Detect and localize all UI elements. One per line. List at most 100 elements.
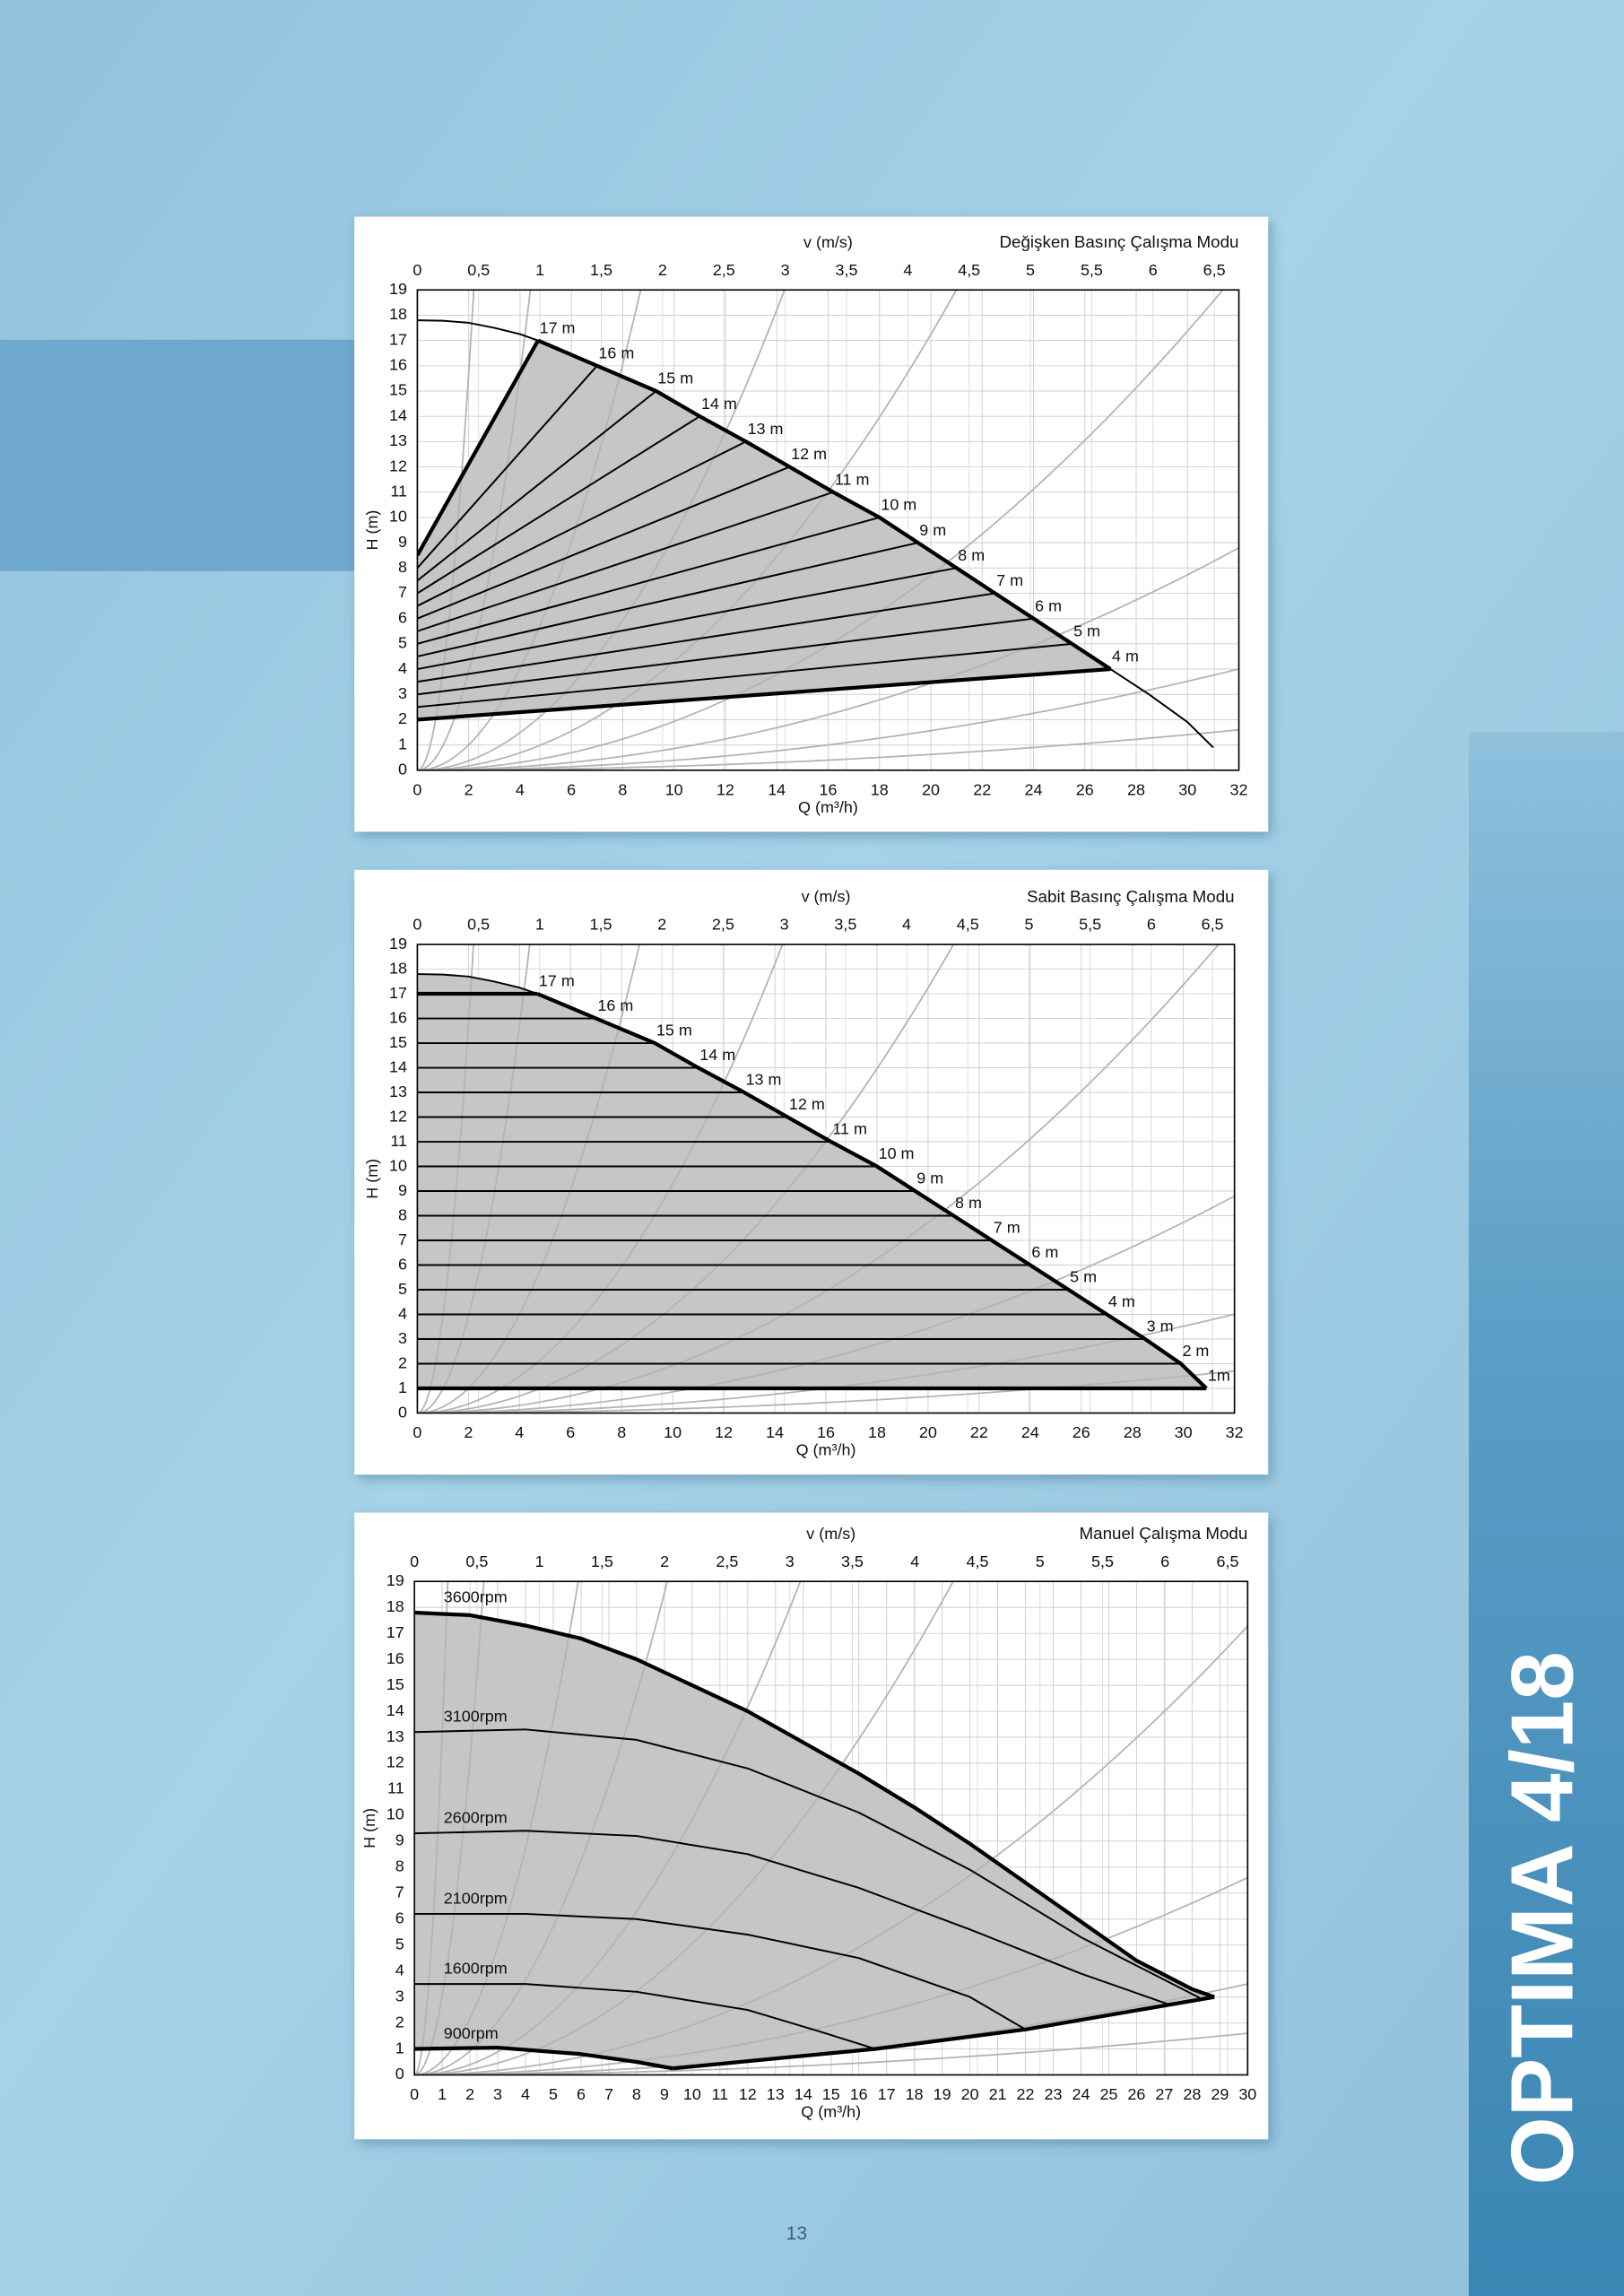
y-tick-label: 16 — [389, 356, 407, 374]
curve — [414, 1912, 1027, 2031]
y-tick-label: 5 — [398, 1280, 407, 1298]
x2-tick-label: 2 — [658, 261, 667, 279]
curve — [417, 973, 538, 995]
curve — [417, 365, 598, 569]
curve-label: 9 m — [916, 1170, 943, 1187]
x2-tick-label: 5,5 — [1081, 261, 1103, 279]
curve — [414, 1983, 876, 2050]
sidebar-title: OPTIMA 4/18 — [1493, 1651, 1592, 2185]
x2-axis-label: v (m/s) — [803, 233, 853, 251]
x2-tick-label: 6 — [1149, 261, 1158, 279]
x-tick-label: 16 — [819, 780, 837, 798]
x-tick-label: 11 — [712, 2085, 729, 2103]
left-band — [0, 339, 355, 571]
y-tick-label: 2 — [395, 2013, 404, 2031]
x-tick-label: 28 — [1124, 1423, 1142, 1441]
curve — [417, 642, 1073, 709]
y-tick-label: 0 — [398, 761, 407, 778]
y-tick-label: 12 — [389, 1107, 407, 1125]
x-tick-label: 20 — [922, 780, 940, 798]
y-tick-label: 16 — [386, 1649, 404, 1667]
x-tick-label: 30 — [1238, 2085, 1256, 2103]
curve-label: 4 m — [1112, 648, 1139, 665]
x-tick-label: 12 — [739, 2085, 757, 2103]
x-axis-label: Q (m³/h) — [796, 1441, 856, 1459]
x-tick-label: 10 — [664, 1423, 682, 1441]
sidebar — [1468, 732, 1624, 2296]
y-axis-label: H (m) — [363, 1159, 381, 1199]
x2-tick-label: 1 — [535, 261, 544, 279]
x-tick-label: 24 — [1021, 1423, 1039, 1441]
x-tick-label: 28 — [1183, 2085, 1201, 2103]
system-curve — [417, 290, 532, 770]
chart-title: Değişken Basınç Çalışma Modu — [999, 232, 1238, 251]
x-tick-label: 23 — [1045, 2085, 1063, 2103]
x-tick-label: 19 — [934, 2085, 951, 2103]
curve-label: 2 m — [1182, 1342, 1209, 1360]
x2-tick-label: 2 — [660, 1552, 669, 1570]
x2-tick-label: 2,5 — [713, 261, 735, 279]
curve-label: 7 m — [994, 1219, 1020, 1237]
y-tick-label: 7 — [398, 583, 407, 601]
x-tick-label: 22 — [970, 1423, 988, 1441]
x-tick-label: 17 — [878, 2085, 896, 2103]
curve — [417, 542, 918, 657]
x-tick-label: 25 — [1099, 2085, 1117, 2103]
x2-tick-label: 3 — [780, 916, 789, 934]
x-tick-label: 0 — [413, 1423, 421, 1441]
y-tick-label: 16 — [389, 1008, 407, 1026]
x2-tick-label: 5 — [1036, 1552, 1045, 1570]
y-tick-label: 8 — [398, 558, 407, 576]
chart-title: Sabit Basınç Çalışma Modu — [1027, 887, 1235, 906]
system-curve — [414, 1581, 579, 2075]
curve-label: 10 m — [881, 496, 916, 514]
x-tick-label: 24 — [1024, 780, 1042, 798]
y-tick-label: 11 — [390, 1132, 407, 1150]
x-tick-label: 27 — [1155, 2085, 1173, 2103]
x-tick-label: 6 — [566, 1423, 575, 1441]
y-tick-label: 14 — [386, 1701, 404, 1719]
curve-label: 8 m — [955, 1194, 982, 1212]
x-tick-label: 1 — [438, 2085, 447, 2103]
y-tick-label: 9 — [398, 1181, 407, 1199]
x-tick-label: 14 — [768, 780, 786, 798]
curve — [417, 516, 880, 645]
x2-tick-label: 0,5 — [467, 916, 490, 934]
x2-tick-label: 5 — [1026, 261, 1035, 279]
x-axis-label: Q (m³/h) — [798, 798, 858, 816]
x-tick-label: 32 — [1226, 1423, 1244, 1441]
system-curve — [414, 1876, 1248, 2075]
curve-label: 12 m — [791, 445, 827, 463]
x2-tick-label: 0 — [413, 261, 421, 279]
x-tick-label: 18 — [906, 2085, 924, 2103]
curve — [417, 415, 700, 595]
y-tick-label: 18 — [389, 305, 407, 323]
operating-area — [414, 1613, 1215, 2069]
y-tick-label: 3 — [398, 684, 407, 702]
x2-tick-label: 6,5 — [1202, 916, 1224, 934]
system-curve — [417, 944, 641, 1413]
chart-title: Manuel Çalışma Modu — [1080, 1524, 1248, 1543]
system-curve — [414, 1581, 802, 2075]
curve-label: 2600rpm — [444, 1809, 508, 1827]
y-tick-label: 9 — [398, 533, 407, 551]
curve-label: 5 m — [1073, 622, 1100, 640]
curve — [417, 390, 657, 582]
x2-axis-label: v (m/s) — [802, 888, 851, 906]
x-tick-label: 13 — [767, 2085, 785, 2103]
curve-label: 12 m — [789, 1095, 825, 1113]
y-tick-label: 19 — [389, 935, 407, 952]
y-tick-label: 6 — [398, 608, 407, 626]
x-tick-label: 2 — [464, 1423, 473, 1441]
y-tick-label: 19 — [386, 1571, 404, 1589]
y-tick-label: 18 — [386, 1597, 404, 1615]
operating-area — [417, 974, 1207, 1389]
y-tick-label: 1 — [395, 2039, 404, 2057]
y-axis-label: H (m) — [363, 510, 381, 551]
curve-label: 6 m — [1035, 596, 1062, 614]
curve — [417, 465, 790, 620]
plot-area — [417, 944, 1235, 1413]
x2-tick-label: 4 — [902, 916, 911, 934]
x2-tick-label: 3 — [781, 261, 790, 279]
